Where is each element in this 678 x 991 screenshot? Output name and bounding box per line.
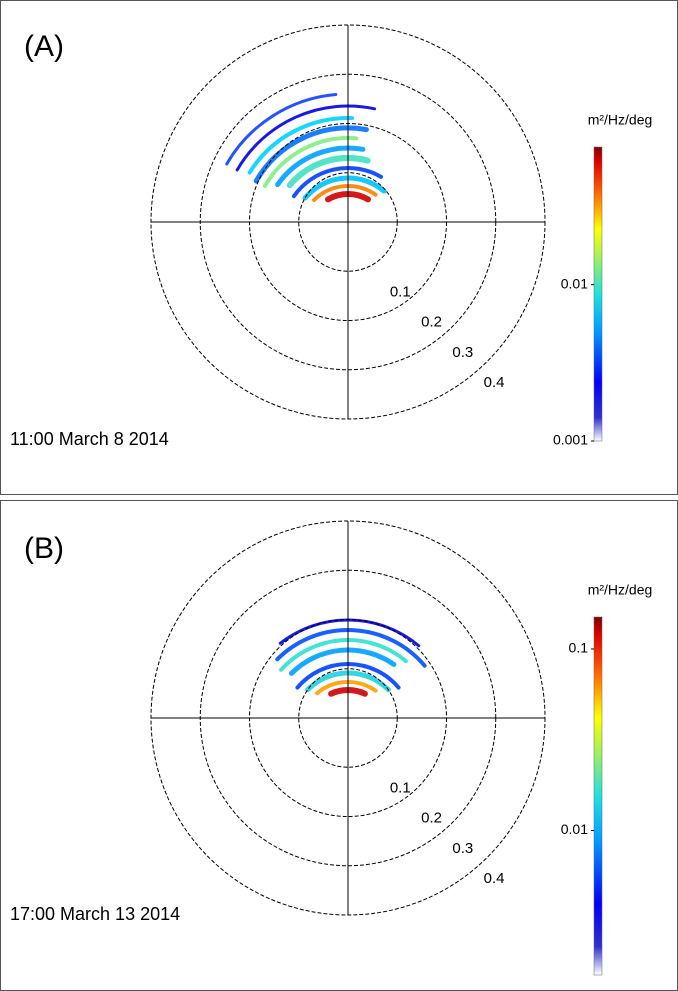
r-tick-label: 0.1 xyxy=(390,779,411,796)
spectrum-band xyxy=(291,166,383,199)
range-ring xyxy=(199,569,497,867)
spectrum-band xyxy=(262,136,359,188)
polar-panel: 0.1 0.2 0.3 0.4 (A) 11:00 March 8 2014 m²/Hz/d… xyxy=(10,24,653,449)
colorbar xyxy=(593,616,603,976)
range-ring xyxy=(298,172,398,272)
range-ring xyxy=(298,668,398,768)
r-tick-label: 0.3 xyxy=(452,344,473,361)
panel-label: (B) xyxy=(24,532,64,565)
r-tick-label: 0.2 xyxy=(421,810,442,827)
range-ring xyxy=(249,123,447,321)
spectrum-band xyxy=(235,104,377,172)
r-tick-label: 0.1 xyxy=(390,283,411,300)
spectrum-band xyxy=(225,93,338,166)
timestamp: 17:00 March 13 2014 xyxy=(10,904,180,924)
colorbar-tick-label: 0.1 xyxy=(569,640,589,656)
spectrum-band xyxy=(275,628,427,668)
spectrum-band xyxy=(286,155,371,189)
polar-panel: 0.1 0.2 0.3 0.4 (B) 17:00 March 13 2014 m²/Hz/… xyxy=(10,520,653,976)
colorbar xyxy=(593,146,603,442)
spectrum-band xyxy=(279,638,408,672)
r-tick-label: 0.3 xyxy=(452,840,473,857)
range-ring xyxy=(199,73,497,371)
panel-label: (A) xyxy=(24,30,64,63)
spectrum-band xyxy=(288,647,397,676)
colorbar-label: m²/Hz/deg xyxy=(588,112,653,128)
colorbar-tick-label: 0.01 xyxy=(561,821,588,837)
range-ring xyxy=(150,24,546,420)
colorbar-tick-label: 0.001 xyxy=(553,432,588,448)
spectrum-band xyxy=(312,184,378,203)
r-tick-label: 0.2 xyxy=(421,314,442,331)
range-ring xyxy=(249,619,447,817)
colorbar-tick-label: 0.01 xyxy=(561,275,588,291)
r-tick-label: 0.4 xyxy=(484,374,505,391)
spectrum-band xyxy=(302,175,387,201)
spectrum-band xyxy=(275,145,366,188)
spectrum-band xyxy=(247,116,355,175)
timestamp: 11:00 March 8 2014 xyxy=(10,429,169,449)
spectrum-band xyxy=(315,680,378,696)
range-ring xyxy=(150,520,546,916)
r-tick-label: 0.4 xyxy=(484,870,505,887)
colorbar-label: m²/Hz/deg xyxy=(588,582,653,598)
